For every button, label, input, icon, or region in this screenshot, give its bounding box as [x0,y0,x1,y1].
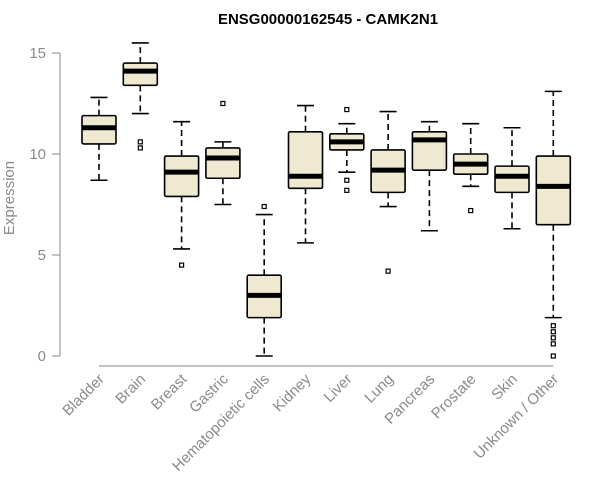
outlier-point [550,329,556,335]
outlier-point [344,177,350,183]
category-label: Kidney [270,370,315,415]
box-body [163,155,200,198]
box-9 [452,122,489,214]
box-body [205,147,241,180]
boxes [81,42,572,359]
outlier-point [137,145,143,151]
category-label: Liver [321,371,356,406]
box-7 [370,110,406,274]
outlier-point [220,100,226,107]
box-body [535,155,572,226]
category-label: Lung [361,371,397,407]
outlier-point [550,353,556,359]
chart-title: ENSG00000162545 - CAMK2N1 [218,11,438,28]
box-5 [287,104,324,244]
box-10 [494,126,530,230]
box-3 [205,100,241,206]
outlier-point [550,341,556,347]
outlier-point [137,139,143,145]
box-6 [328,106,365,193]
category-label: Skin [488,371,521,404]
outlier-point [179,262,185,268]
category-label: Brain [112,371,149,408]
outlier-point [550,335,556,341]
box-body [122,62,159,87]
category-label: Breast [148,370,191,413]
axes: 0 5 10 15 [29,45,554,367]
y-axis-title: Expression [1,161,18,235]
outlier-point [344,106,350,113]
y-tick-label: 5 [38,247,46,264]
y-tick-label: 15 [29,45,46,62]
outlier-point [468,207,474,214]
category-label: Prostate [428,371,480,423]
box-8 [411,120,448,232]
box-1 [122,42,159,151]
box-4 [246,203,282,357]
y-tick-label: 10 [29,146,46,163]
outlier-point [261,203,267,210]
outlier-point [344,187,350,193]
box-body [287,130,324,190]
box-11 [535,90,572,359]
outlier-point [550,323,556,329]
outlier-point [385,268,391,274]
box-2 [163,120,200,268]
y-tick-label: 0 [38,348,46,365]
category-label: Bladder [59,371,108,420]
box-body [494,165,530,194]
box-0 [81,96,117,182]
